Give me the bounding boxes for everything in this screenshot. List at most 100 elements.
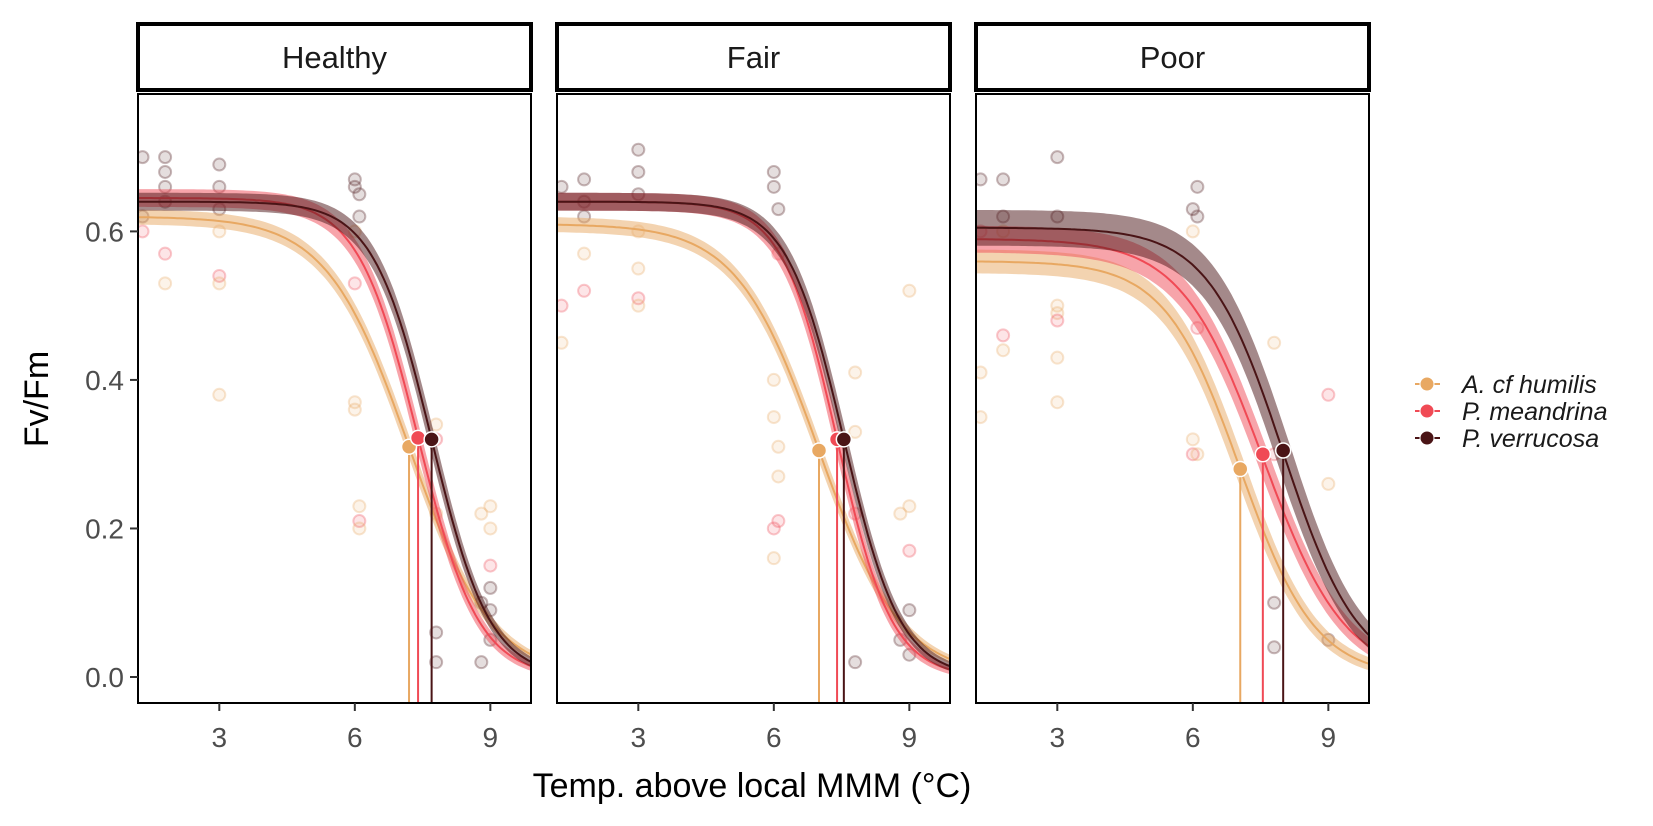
observation-point: [902, 543, 917, 558]
legend-item-p-verrucosa: P. verrucosa: [1415, 425, 1599, 453]
observation-point: [766, 372, 781, 387]
observation-point: [212, 157, 227, 172]
observation-point: [631, 261, 646, 276]
observation-point: [347, 172, 362, 187]
observation-point: [1050, 306, 1065, 321]
x-tick-label: 6: [1185, 722, 1201, 753]
observation-point: [212, 276, 227, 291]
observation-point: [766, 521, 781, 536]
y-tick-label: 0.6: [85, 216, 124, 247]
observation-point: [631, 291, 646, 306]
fit-line-p-verrucosa: [557, 200, 950, 668]
confidence-band-p-verrucosa: [138, 192, 531, 668]
observation-point: [474, 506, 489, 521]
observation-point: [976, 172, 988, 187]
observation-point: [483, 521, 498, 536]
observation-point: [158, 276, 173, 291]
observation-point: [1185, 202, 1200, 217]
x-tick-label: 6: [766, 722, 782, 753]
observation-point: [577, 283, 592, 298]
legend-label: A. cf humilis: [1460, 371, 1597, 399]
observation-point: [1050, 298, 1065, 313]
observation-point: [1190, 209, 1205, 224]
strip-poor: [974, 22, 1371, 92]
fit-line-a-cf-humilis: [138, 216, 531, 656]
observation-point: [138, 224, 150, 239]
observation-point: [771, 469, 786, 484]
legend-label: P. verrucosa: [1462, 425, 1599, 453]
strip-label-poor: Poor: [1140, 40, 1205, 75]
observation-point: [996, 172, 1011, 187]
observation-point: [212, 268, 227, 283]
facet-fair: Fair 3 6 9: [555, 22, 952, 753]
observation-point: [996, 328, 1011, 343]
legend-item-a-cf-humilis: A. cf humilis: [1415, 371, 1597, 399]
observation-point: [557, 335, 569, 350]
observation-point: [1050, 395, 1065, 410]
observation-point: [766, 551, 781, 566]
observation-point: [347, 276, 362, 291]
panel-border: [556, 93, 951, 704]
ed50-point-p-verrucosa: [835, 431, 853, 448]
observation-point: [483, 558, 498, 573]
observation-point: [771, 439, 786, 454]
observation-point: [976, 365, 988, 380]
observation-point: [158, 164, 173, 179]
observation-point: [1267, 335, 1282, 350]
observation-point: [902, 603, 917, 618]
confidence-band-a-cf-humilis: [976, 249, 1369, 671]
observation-point: [902, 283, 917, 298]
strip-label-healthy: Healthy: [282, 40, 388, 75]
y-tick-label: 0.0: [85, 662, 124, 693]
fit-line-a-cf-humilis: [976, 260, 1369, 665]
observation-point: [848, 365, 863, 380]
ed50-point-a-cf-humilis: [1232, 460, 1249, 478]
observation-point: [158, 150, 173, 165]
observation-point: [1321, 387, 1336, 402]
x-tick-label: 3: [631, 722, 647, 753]
facet-poor: Poor 3 6 9: [974, 22, 1371, 753]
observation-point: [429, 625, 444, 640]
observation-point: [577, 172, 592, 187]
observation-point: [1185, 432, 1200, 447]
observation-point: [766, 164, 781, 179]
observation-point: [483, 580, 498, 595]
observation-point: [577, 246, 592, 261]
panel-border: [975, 93, 1370, 704]
observation-point: [474, 655, 489, 670]
observation-point: [1190, 179, 1205, 194]
x-tick-label: 9: [483, 722, 499, 753]
y-tick-label: 0.2: [85, 513, 124, 544]
ed50-point-p-meandrina: [409, 429, 427, 447]
observation-point: [352, 187, 367, 202]
observation-point: [347, 402, 362, 417]
x-axis-title: Temp. above local MMM (°C): [533, 767, 972, 805]
observation-point: [352, 521, 367, 536]
observation-point: [1267, 640, 1282, 655]
observation-point: [557, 298, 569, 313]
observation-point: [766, 179, 781, 194]
observation-point: [631, 164, 646, 179]
observation-point: [429, 655, 444, 670]
observation-point: [976, 410, 988, 425]
observation-point: [848, 655, 863, 670]
observation-point: [1321, 476, 1336, 491]
x-tick-label: 3: [1050, 722, 1066, 753]
strip-healthy: [136, 22, 533, 92]
y-tick-label: 0.4: [85, 365, 124, 396]
legend-key-point: [1419, 403, 1435, 419]
ed50-point-p-meandrina: [1254, 445, 1272, 463]
observation-point: [848, 424, 863, 439]
x-tick-label: 3: [212, 722, 228, 753]
x-tick-label: 9: [1321, 722, 1337, 753]
legend-item-p-meandrina: P. meandrina: [1415, 398, 1608, 426]
ed50-point-p-verrucosa: [1274, 442, 1292, 459]
y-axis-title: Fv/Fm: [18, 351, 56, 447]
observation-point: [631, 142, 646, 157]
observation-point: [1185, 447, 1200, 462]
observation-point: [347, 395, 362, 410]
confidence-band-p-meandrina: [976, 225, 1369, 656]
observation-point: [483, 499, 498, 514]
strip-label-fair: Fair: [727, 40, 780, 75]
